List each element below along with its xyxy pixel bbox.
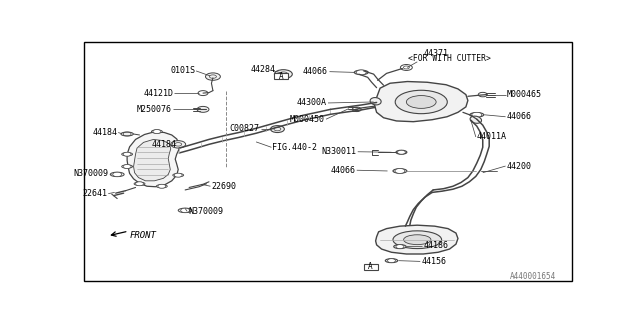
Ellipse shape bbox=[470, 113, 484, 117]
Text: A: A bbox=[279, 72, 284, 81]
Circle shape bbox=[478, 92, 487, 97]
Circle shape bbox=[275, 70, 292, 79]
Circle shape bbox=[123, 152, 131, 156]
Circle shape bbox=[472, 112, 482, 117]
Bar bbox=[364, 264, 378, 269]
Circle shape bbox=[352, 107, 361, 112]
Circle shape bbox=[123, 164, 131, 169]
Ellipse shape bbox=[121, 132, 133, 136]
Circle shape bbox=[171, 141, 186, 148]
Bar bbox=[275, 73, 289, 79]
Text: 44184: 44184 bbox=[92, 128, 117, 137]
Text: 44284: 44284 bbox=[251, 65, 276, 75]
Ellipse shape bbox=[152, 130, 163, 133]
Text: FRONT: FRONT bbox=[129, 230, 156, 240]
Text: 44184: 44184 bbox=[152, 140, 177, 149]
Text: A440001654: A440001654 bbox=[510, 272, 556, 281]
Text: 44371: 44371 bbox=[424, 49, 449, 58]
Ellipse shape bbox=[110, 172, 124, 177]
Text: 44066: 44066 bbox=[303, 67, 328, 76]
Text: <FOR WITH CUTTER>: <FOR WITH CUTTER> bbox=[408, 54, 491, 63]
Circle shape bbox=[158, 184, 166, 188]
Ellipse shape bbox=[122, 153, 132, 156]
Ellipse shape bbox=[178, 208, 192, 212]
Text: 0101S: 0101S bbox=[170, 66, 195, 75]
Ellipse shape bbox=[470, 116, 481, 123]
Ellipse shape bbox=[396, 90, 447, 114]
Circle shape bbox=[136, 182, 143, 186]
Circle shape bbox=[153, 130, 161, 133]
Text: 44011A: 44011A bbox=[477, 132, 507, 141]
Ellipse shape bbox=[404, 235, 431, 244]
Text: C00827: C00827 bbox=[230, 124, 260, 133]
Ellipse shape bbox=[122, 165, 132, 168]
Text: M000450: M000450 bbox=[290, 115, 325, 124]
Text: 22690: 22690 bbox=[211, 182, 236, 191]
Circle shape bbox=[113, 172, 122, 177]
Text: 44300A: 44300A bbox=[297, 99, 327, 108]
Text: N370009: N370009 bbox=[74, 169, 109, 179]
Ellipse shape bbox=[406, 96, 436, 108]
Circle shape bbox=[356, 70, 366, 75]
Text: A: A bbox=[369, 262, 373, 271]
Ellipse shape bbox=[393, 231, 442, 249]
Polygon shape bbox=[127, 132, 179, 187]
Text: 44066: 44066 bbox=[507, 112, 532, 121]
Circle shape bbox=[271, 126, 284, 132]
Circle shape bbox=[180, 208, 189, 212]
Ellipse shape bbox=[156, 185, 167, 188]
Text: 44066: 44066 bbox=[331, 166, 356, 175]
Text: N370009: N370009 bbox=[188, 207, 223, 216]
Text: 44186: 44186 bbox=[423, 241, 448, 250]
Text: 22641: 22641 bbox=[83, 189, 108, 198]
Polygon shape bbox=[376, 225, 458, 254]
Text: M250076: M250076 bbox=[137, 105, 172, 114]
Text: N330011: N330011 bbox=[322, 147, 356, 156]
Text: 44121D: 44121D bbox=[143, 89, 173, 98]
Ellipse shape bbox=[173, 173, 184, 177]
Ellipse shape bbox=[393, 169, 407, 173]
Text: 44156: 44156 bbox=[421, 257, 446, 266]
Circle shape bbox=[174, 173, 182, 177]
Ellipse shape bbox=[396, 150, 407, 154]
Circle shape bbox=[205, 73, 220, 80]
Polygon shape bbox=[374, 82, 468, 122]
Ellipse shape bbox=[134, 182, 145, 186]
Text: 44200: 44200 bbox=[507, 162, 532, 171]
Ellipse shape bbox=[173, 144, 185, 147]
Ellipse shape bbox=[355, 70, 368, 75]
Circle shape bbox=[397, 150, 405, 154]
Text: FIG.440-2: FIG.440-2 bbox=[273, 143, 317, 152]
Circle shape bbox=[388, 259, 396, 263]
Circle shape bbox=[395, 169, 405, 173]
Circle shape bbox=[175, 144, 183, 148]
Polygon shape bbox=[134, 140, 171, 181]
Circle shape bbox=[396, 244, 404, 249]
Ellipse shape bbox=[370, 98, 381, 105]
Ellipse shape bbox=[385, 259, 397, 263]
Text: M000465: M000465 bbox=[507, 90, 541, 99]
Circle shape bbox=[197, 107, 209, 112]
Ellipse shape bbox=[394, 244, 406, 249]
